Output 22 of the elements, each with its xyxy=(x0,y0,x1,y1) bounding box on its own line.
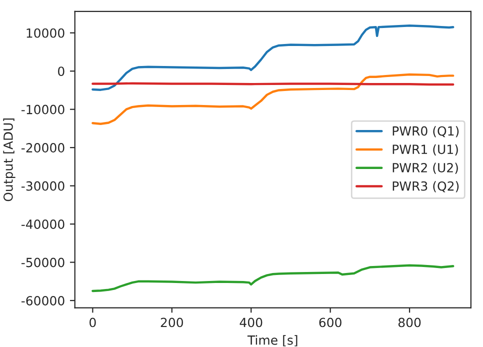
y-tick-label: -10000 xyxy=(21,104,64,114)
y-tick-label: -50000 xyxy=(21,258,64,268)
y-tick-label: 0 xyxy=(58,66,64,76)
x-tick-label: 0 xyxy=(90,318,96,328)
legend-label: PWR3 (Q2) xyxy=(392,181,459,192)
line-series xyxy=(92,73,454,125)
x-tick-label: 400 xyxy=(240,318,262,328)
line-series xyxy=(92,24,454,91)
legend-label: PWR1 (U1) xyxy=(392,144,458,156)
legend-label: PWR2 (U2) xyxy=(392,162,458,174)
y-tick-label: 10000 xyxy=(26,28,64,38)
y-tick-label: -40000 xyxy=(21,220,64,229)
x-tick-label: 200 xyxy=(160,318,183,328)
y-tick-label: -20000 xyxy=(21,143,64,152)
x-tick-label: 800 xyxy=(398,318,421,328)
y-axis-title: Output [ADU] xyxy=(3,118,16,202)
y-tick-label: -60000 xyxy=(21,296,64,306)
x-tick-label: 600 xyxy=(319,318,342,328)
line-series xyxy=(92,264,454,292)
x-axis-title: Time [s] xyxy=(247,335,298,346)
y-tick-label: -30000 xyxy=(21,181,64,191)
legend-label: PWR0 (Q1) xyxy=(392,126,459,138)
